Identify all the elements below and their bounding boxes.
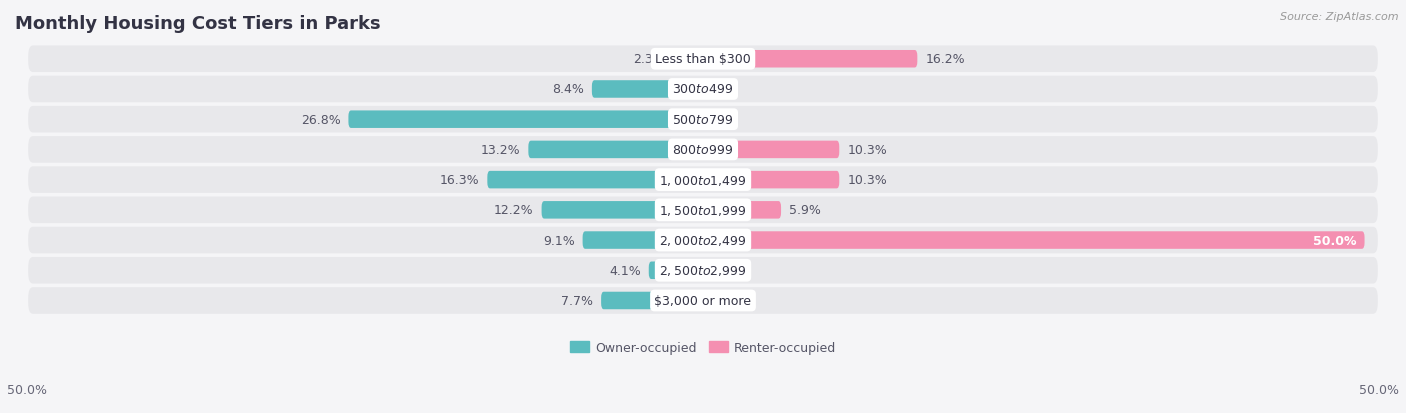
FancyBboxPatch shape [28, 107, 1378, 133]
FancyBboxPatch shape [703, 141, 839, 159]
Text: 5.9%: 5.9% [789, 204, 821, 217]
FancyBboxPatch shape [28, 76, 1378, 103]
Text: Source: ZipAtlas.com: Source: ZipAtlas.com [1281, 12, 1399, 22]
FancyBboxPatch shape [28, 227, 1378, 254]
Text: $2,000 to $2,499: $2,000 to $2,499 [659, 233, 747, 247]
Text: $800 to $999: $800 to $999 [672, 144, 734, 157]
Text: 10.3%: 10.3% [848, 144, 887, 157]
FancyBboxPatch shape [703, 51, 917, 68]
FancyBboxPatch shape [28, 197, 1378, 223]
Text: 4.1%: 4.1% [609, 264, 641, 277]
FancyBboxPatch shape [672, 51, 703, 68]
Text: 10.3%: 10.3% [848, 174, 887, 187]
FancyBboxPatch shape [541, 202, 703, 219]
Text: 2.3%: 2.3% [633, 53, 665, 66]
Text: 8.4%: 8.4% [553, 83, 583, 96]
Text: Monthly Housing Cost Tiers in Parks: Monthly Housing Cost Tiers in Parks [15, 15, 381, 33]
FancyBboxPatch shape [703, 232, 1365, 249]
FancyBboxPatch shape [703, 171, 839, 189]
Text: $500 to $799: $500 to $799 [672, 114, 734, 126]
Text: Less than $300: Less than $300 [655, 53, 751, 66]
FancyBboxPatch shape [602, 292, 703, 309]
Text: 16.3%: 16.3% [440, 174, 479, 187]
Text: 50.0%: 50.0% [1313, 234, 1357, 247]
FancyBboxPatch shape [28, 257, 1378, 284]
FancyBboxPatch shape [592, 81, 703, 98]
Text: 16.2%: 16.2% [925, 53, 965, 66]
Legend: Owner-occupied, Renter-occupied: Owner-occupied, Renter-occupied [565, 336, 841, 359]
Text: 7.7%: 7.7% [561, 294, 593, 307]
FancyBboxPatch shape [349, 111, 703, 128]
FancyBboxPatch shape [28, 167, 1378, 193]
FancyBboxPatch shape [488, 171, 703, 189]
FancyBboxPatch shape [529, 141, 703, 159]
FancyBboxPatch shape [28, 46, 1378, 73]
FancyBboxPatch shape [703, 202, 782, 219]
Text: 50.0%: 50.0% [1360, 384, 1399, 396]
FancyBboxPatch shape [28, 287, 1378, 314]
FancyBboxPatch shape [28, 137, 1378, 163]
Text: 9.1%: 9.1% [543, 234, 575, 247]
FancyBboxPatch shape [582, 232, 703, 249]
Text: 13.2%: 13.2% [481, 144, 520, 157]
Text: $1,000 to $1,499: $1,000 to $1,499 [659, 173, 747, 187]
Text: 50.0%: 50.0% [7, 384, 46, 396]
Text: $3,000 or more: $3,000 or more [655, 294, 751, 307]
FancyBboxPatch shape [648, 262, 703, 279]
Text: 12.2%: 12.2% [494, 204, 534, 217]
Text: 26.8%: 26.8% [301, 114, 340, 126]
Text: $300 to $499: $300 to $499 [672, 83, 734, 96]
Text: $2,500 to $2,999: $2,500 to $2,999 [659, 263, 747, 278]
Text: $1,500 to $1,999: $1,500 to $1,999 [659, 203, 747, 217]
